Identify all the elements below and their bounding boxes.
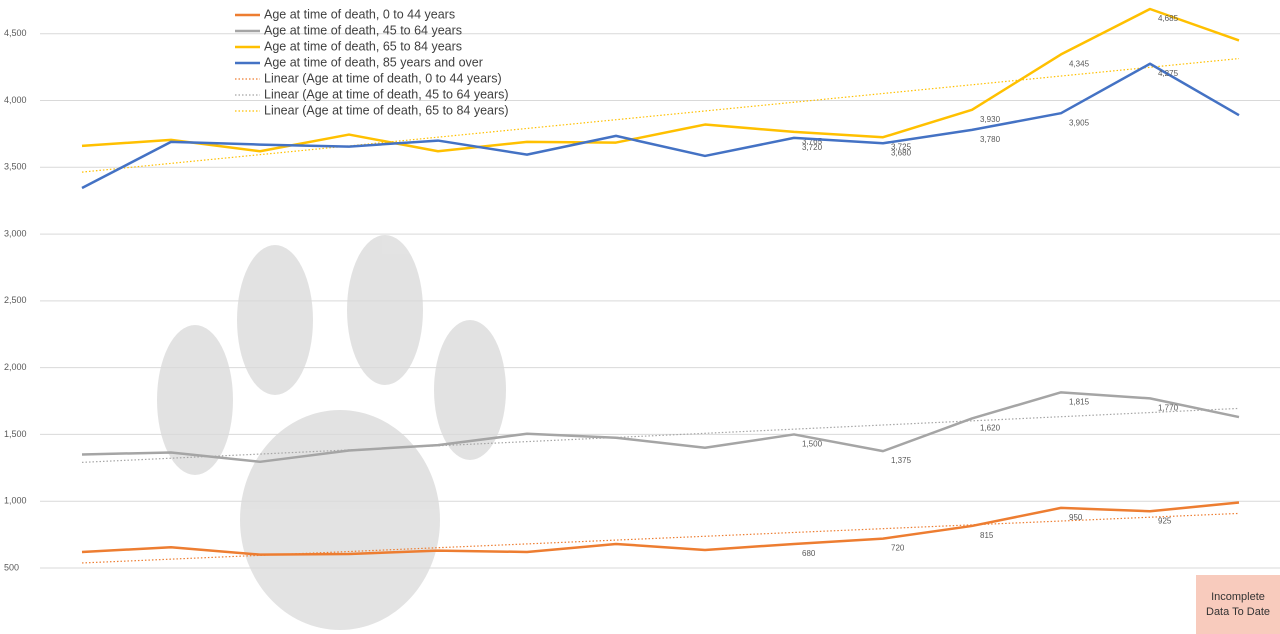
y-tick-label: 3,500 bbox=[4, 162, 27, 172]
data-label: 3,680 bbox=[891, 148, 912, 157]
y-tick-label: 500 bbox=[4, 562, 19, 572]
legend-label: Age at time of death, 85 years and over bbox=[264, 55, 483, 69]
data-label: 4,345 bbox=[1069, 60, 1090, 69]
data-label: 815 bbox=[980, 531, 994, 540]
legend: Age at time of death, 0 to 44 years Age a… bbox=[235, 7, 509, 117]
grid: 500 1,000 1,500 2,000 2,500 3,000 3,500 4,000 4,… bbox=[4, 28, 1280, 572]
series-line bbox=[81, 501, 1240, 556]
data-label: 3,930 bbox=[980, 115, 1001, 124]
data-label: 680 bbox=[802, 549, 816, 558]
data-label: 3,765 bbox=[802, 137, 823, 146]
annotation: Incomplete Data To Date bbox=[1196, 575, 1280, 634]
data-label: 1,815 bbox=[1069, 397, 1090, 406]
data-label: 3,725 bbox=[891, 142, 912, 151]
data-label: 950 bbox=[1069, 513, 1083, 522]
legend-label: Linear (Age at time of death, 45 to 64 y… bbox=[264, 87, 509, 101]
legend-label: Age at time of death, 45 to 64 years bbox=[264, 23, 462, 37]
y-tick-label: 1,000 bbox=[4, 496, 27, 506]
data-label: 720 bbox=[891, 544, 905, 553]
legend-label: Linear (Age at time of death, 0 to 44 ye… bbox=[264, 71, 502, 85]
legend-label: Age at time of death, 65 to 84 years bbox=[264, 39, 462, 53]
data-label: 3,720 bbox=[802, 143, 823, 152]
trendline bbox=[81, 57, 1240, 173]
plot: 680 720 815 950 925 1,500 1,375 1,620 1,815 1,770… bbox=[81, 7, 1240, 564]
data-label: 1,770 bbox=[1158, 403, 1179, 412]
data-label: 1,500 bbox=[802, 440, 823, 449]
series-line bbox=[81, 62, 1240, 190]
y-tick-label: 4,000 bbox=[4, 95, 27, 105]
y-tick-label: 2,000 bbox=[4, 362, 27, 372]
y-tick-label: 2,500 bbox=[4, 295, 27, 305]
y-tick-label: 1,500 bbox=[4, 429, 27, 439]
trendline bbox=[81, 407, 1240, 463]
data-label: 925 bbox=[1158, 516, 1172, 525]
data-label: 4,275 bbox=[1158, 69, 1179, 78]
legend-label: Linear (Age at time of death, 65 to 84 y… bbox=[264, 103, 509, 117]
background-paw bbox=[157, 235, 506, 630]
data-label: 1,375 bbox=[891, 456, 912, 465]
data-label: 4,685 bbox=[1158, 14, 1179, 23]
y-tick-label: 3,000 bbox=[4, 228, 27, 238]
y-tick-label: 4,500 bbox=[4, 28, 27, 38]
data-label: 1,620 bbox=[980, 424, 1001, 433]
series-line bbox=[81, 391, 1240, 464]
legend-label: Age at time of death, 0 to 44 years bbox=[264, 7, 455, 21]
data-label: 3,905 bbox=[1069, 118, 1090, 127]
data-label: 3,780 bbox=[980, 135, 1001, 144]
series-line bbox=[81, 7, 1240, 153]
